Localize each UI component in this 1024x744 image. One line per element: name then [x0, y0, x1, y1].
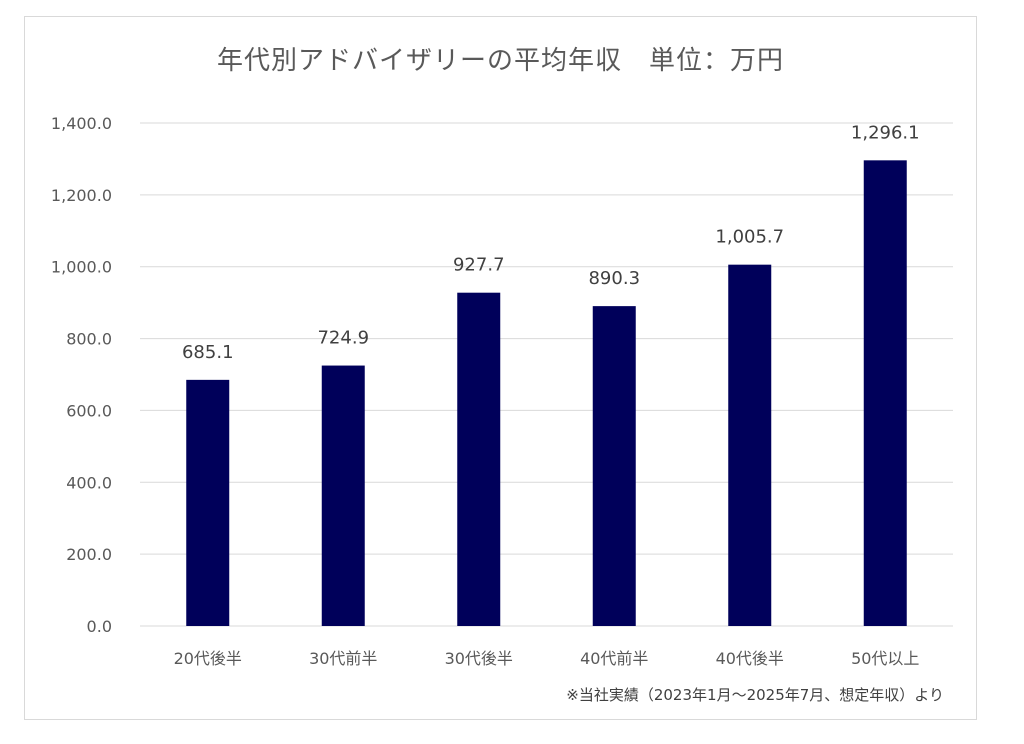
data-label: 1,296.1 — [851, 122, 920, 143]
y-tick-label: 200.0 — [66, 545, 112, 564]
gridlines — [140, 122, 953, 627]
bars — [186, 160, 907, 627]
bar — [728, 264, 772, 626]
bar — [457, 292, 501, 626]
category-label: 30代前半 — [309, 649, 377, 668]
category-label: 40代前半 — [580, 649, 648, 668]
data-label: 724.9 — [317, 328, 369, 349]
data-label: 1,005.7 — [715, 227, 784, 248]
bar — [186, 379, 230, 626]
bar — [592, 306, 636, 626]
chart-footnote: ※当社実績（2023年1月～2025年7月、想定年収）より — [566, 686, 944, 704]
x-axis-category-labels: 20代後半 30代前半 30代後半 40代前半 40代後半 50代以上 — [174, 649, 920, 668]
y-tick-label: 1,200.0 — [51, 186, 112, 205]
bar — [321, 365, 365, 626]
y-tick-label: 0.0 — [87, 617, 112, 636]
data-label: 890.3 — [588, 268, 640, 289]
bar — [863, 160, 907, 627]
y-tick-label: 1,000.0 — [51, 258, 112, 277]
y-tick-label: 600.0 — [66, 401, 112, 420]
chart-frame — [24, 16, 977, 720]
category-label: 30代後半 — [445, 649, 513, 668]
data-label: 927.7 — [453, 255, 505, 276]
category-label: 20代後半 — [174, 649, 242, 668]
chart-title: 年代別アドバイザリーの平均年収 単位：万円 — [216, 46, 784, 76]
category-label: 40代後半 — [716, 649, 784, 668]
y-tick-label: 400.0 — [66, 473, 112, 492]
data-label: 685.1 — [182, 342, 234, 363]
data-labels: 685.1 724.9 927.7 890.3 1,005.7 1,296.1 — [182, 122, 920, 363]
category-label: 50代以上 — [851, 649, 919, 668]
y-axis-tick-labels: 0.0 200.0 400.0 600.0 800.0 1,000.0 1,200.0 1,4… — [51, 114, 112, 636]
y-tick-label: 1,400.0 — [51, 114, 112, 133]
y-tick-label: 800.0 — [66, 330, 112, 349]
